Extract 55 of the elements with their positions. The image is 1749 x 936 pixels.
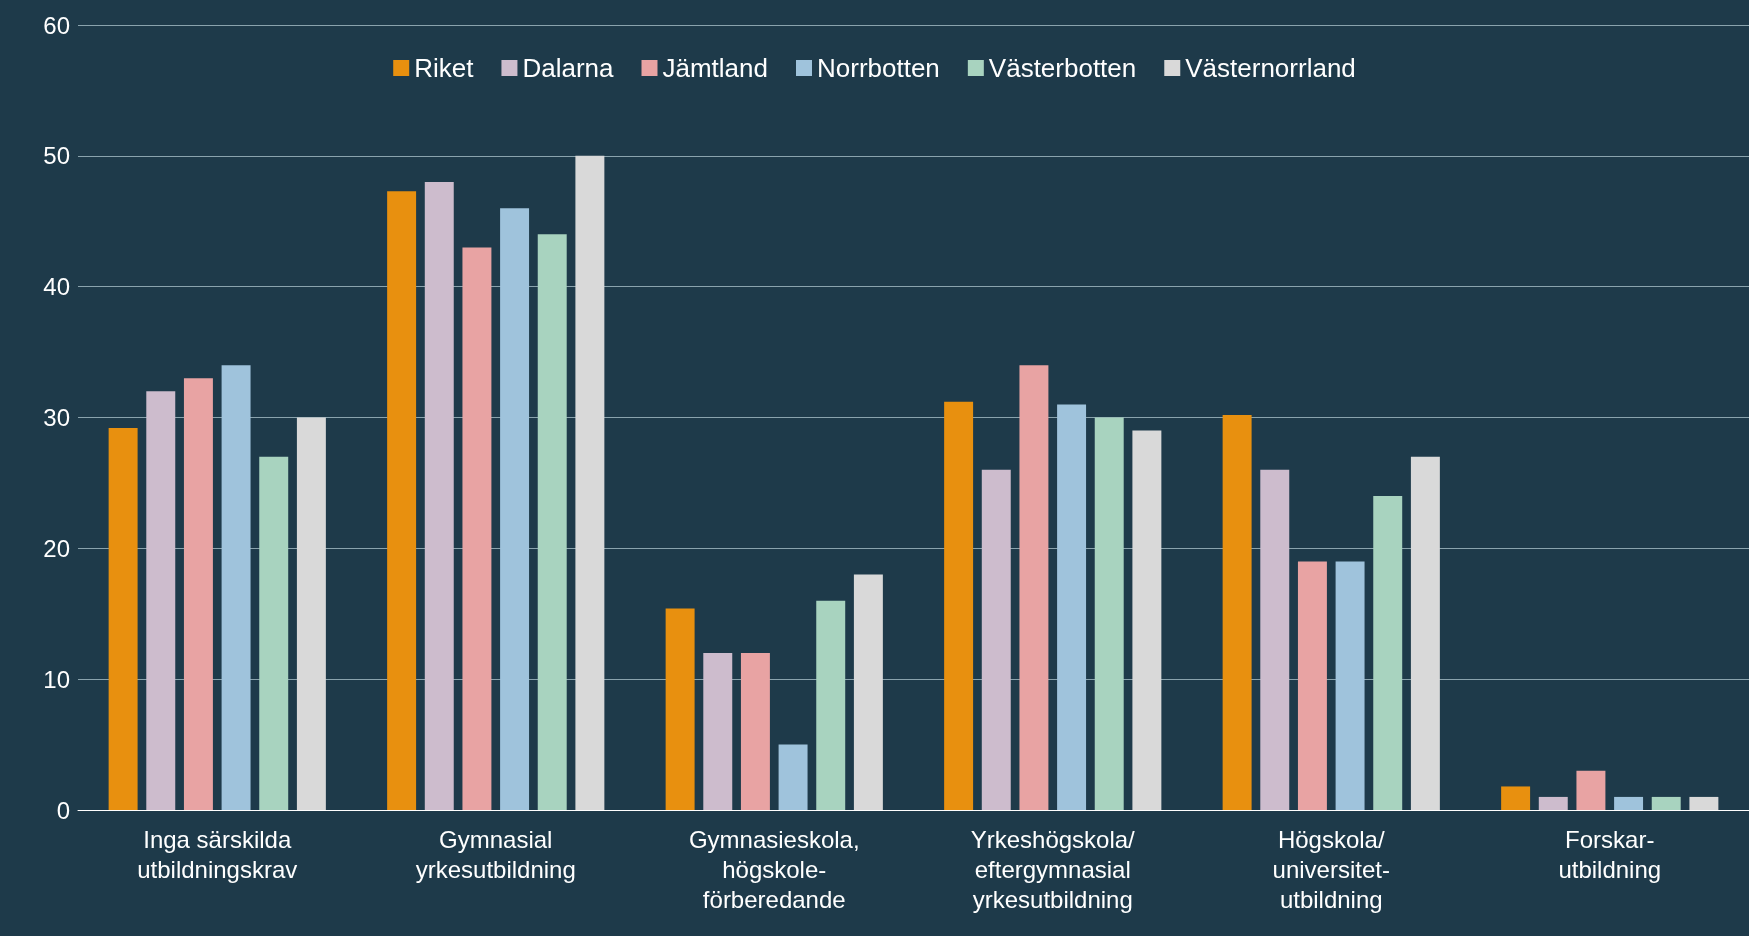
bar	[853, 574, 883, 810]
bar	[1689, 796, 1719, 810]
bar	[740, 653, 770, 810]
bar	[816, 600, 846, 810]
bar	[1501, 786, 1531, 810]
y-tick-label: 30	[43, 404, 70, 431]
bar	[575, 155, 605, 810]
x-tick-label: Yrkeshögskola/ eftergymnasial yrkesutbildning	[970, 825, 1136, 913]
bar	[981, 469, 1011, 810]
bar	[1057, 404, 1087, 810]
legend-label: Riket	[414, 53, 475, 83]
bar	[424, 182, 454, 810]
x-tick-label: Gymnasieskola, högskole- förberedande	[688, 825, 860, 913]
y-tick-label: 20	[43, 534, 70, 562]
bar	[1094, 417, 1124, 810]
bar	[259, 456, 289, 810]
x-tick-label: Forskar- utbildning	[1558, 825, 1662, 883]
bar	[1297, 561, 1327, 810]
y-tick-label: 60	[43, 11, 70, 39]
x-tick-label: Inga särskilda utbildningskrav	[137, 825, 298, 883]
y-tick-label: 40	[43, 273, 70, 301]
bar	[1132, 430, 1162, 810]
bar	[1651, 796, 1681, 810]
bar	[1335, 561, 1365, 810]
bar	[387, 191, 417, 810]
bar	[462, 247, 492, 810]
bar	[1260, 469, 1290, 810]
bar	[1538, 796, 1568, 810]
bar	[108, 427, 138, 810]
bar	[665, 608, 695, 810]
legend-label: Jämtland	[662, 53, 768, 83]
bar	[1614, 796, 1644, 810]
bar	[1410, 456, 1440, 810]
bar	[183, 378, 213, 810]
legend-label: Dalarna	[522, 53, 615, 83]
y-tick-label: 10	[43, 665, 70, 693]
bar	[778, 744, 808, 810]
legend-label: Västerbotten	[988, 53, 1137, 83]
bar	[296, 417, 326, 810]
bar	[1019, 365, 1049, 810]
bar	[1373, 496, 1403, 810]
bar	[537, 234, 567, 810]
y-tick-label: 50	[43, 142, 70, 170]
x-tick-label: Gymnasial yrkesutbildning	[415, 825, 576, 883]
x-tick-label: Högskola/ universitet- utbildning	[1272, 825, 1390, 913]
bar	[1222, 414, 1252, 810]
y-tick-label: 0	[56, 796, 70, 824]
legend-label: Norrbotten	[816, 53, 940, 83]
bar	[146, 391, 176, 810]
bar	[500, 208, 530, 810]
bar	[944, 401, 974, 810]
bar	[703, 653, 733, 810]
bar	[221, 365, 251, 810]
legend-label: Västernorrland	[1185, 53, 1356, 83]
bar	[1576, 770, 1606, 810]
